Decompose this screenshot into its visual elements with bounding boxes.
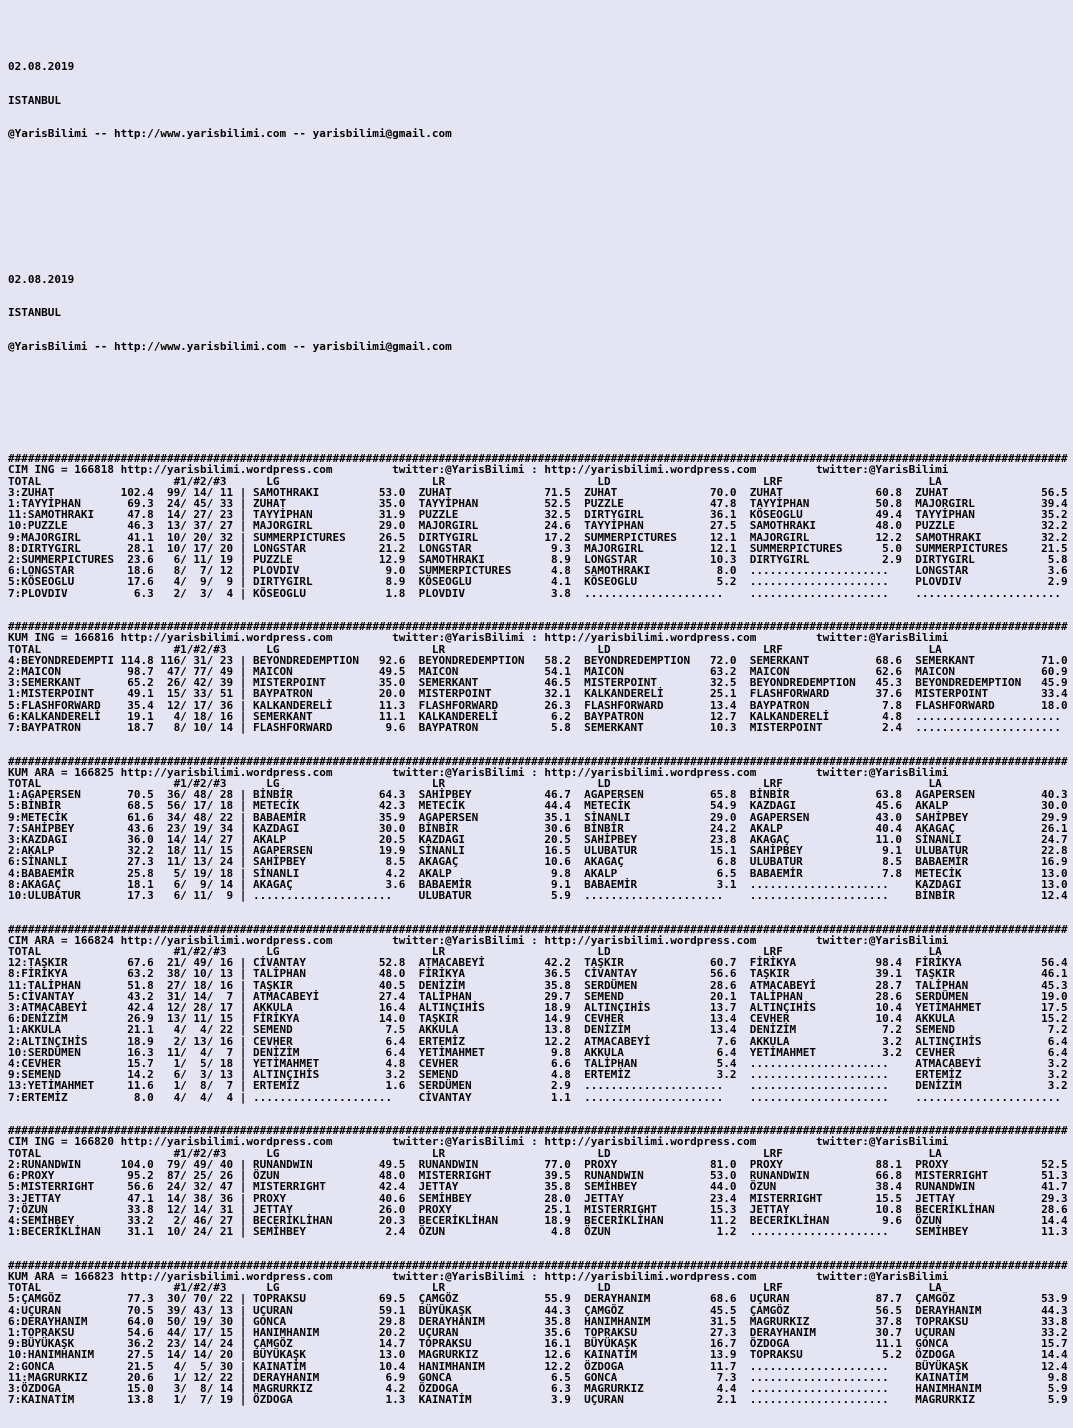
race-section-cim-ing-166818: ########################################…	[8, 452, 1068, 600]
spacer	[8, 408, 1073, 419]
race-section-kum-ing-166816: ########################################…	[8, 620, 1068, 734]
report-byline: @YarisBilimi -- http://www.yarisbilimi.c…	[8, 340, 452, 354]
report-byline: @YarisBilimi -- http://www.yarisbilimi.c…	[8, 127, 452, 141]
race-section-cim-ara-166824: ########################################…	[8, 922, 1068, 1104]
report-header-block-1: 02.08.2019 ISTANBUL @YarisBilimi -- http…	[8, 39, 1073, 162]
report: 02.08.2019 ISTANBUL @YarisBilimi -- http…	[8, 5, 1073, 1428]
report-date: 02.08.2019	[8, 60, 75, 74]
report-header-block-2: 02.08.2019 ISTANBUL @YarisBilimi -- http…	[8, 251, 1073, 374]
report-city: ISTANBUL	[8, 306, 61, 320]
race-section-kum-ara-166825: ########################################…	[8, 754, 1068, 903]
report-date: 02.08.2019	[8, 272, 75, 286]
spacer	[8, 195, 1073, 217]
race-section-cim-ing-166820: ########################################…	[8, 1124, 1068, 1239]
report-city: ISTANBUL	[8, 93, 61, 107]
race-section-kum-ara-166823: ########################################…	[8, 1258, 1068, 1407]
